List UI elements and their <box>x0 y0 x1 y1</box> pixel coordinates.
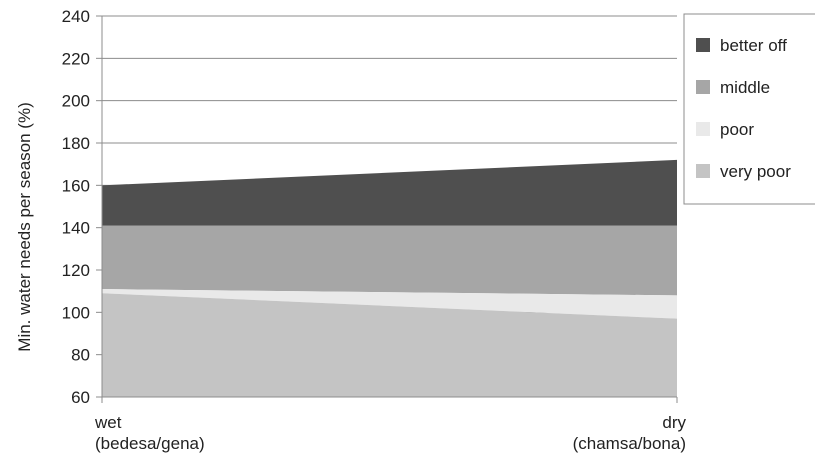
legend-swatch-very-poor <box>696 164 710 178</box>
y-tick-label: 160 <box>62 176 90 195</box>
area-very-poor <box>102 293 677 397</box>
y-tick-label: 120 <box>62 261 90 280</box>
area-better-off <box>102 159 677 226</box>
x-tick-label: wet <box>94 413 122 432</box>
x-tick-label: (chamsa/bona) <box>573 434 686 453</box>
x-tick-label: dry <box>662 413 686 432</box>
area-middle <box>102 225 677 296</box>
legend-label-very-poor: very poor <box>720 162 791 181</box>
legend-label-poor: poor <box>720 120 754 139</box>
y-tick-label: 240 <box>62 7 90 26</box>
x-tick-label: (bedesa/gena) <box>95 434 205 453</box>
legend-label-middle: middle <box>720 78 770 97</box>
y-tick-label: 80 <box>71 346 90 365</box>
legend-label-better-off: better off <box>720 36 787 55</box>
plot-area <box>102 159 677 397</box>
y-tick-label: 200 <box>62 92 90 111</box>
y-axis-title: Min. water needs per season (%) <box>15 102 34 351</box>
y-tick-label: 60 <box>71 388 90 407</box>
legend-swatch-poor <box>696 122 710 136</box>
y-tick-label: 180 <box>62 134 90 153</box>
axes: 60 80 100 120 140 160 180 200 220 240 wet (bedesa/g… <box>62 7 687 453</box>
legend-swatch-middle <box>696 80 710 94</box>
y-tick-label: 100 <box>62 303 90 322</box>
y-tick-label: 220 <box>62 49 90 68</box>
area-poor <box>102 289 677 319</box>
legend-swatch-better-off <box>696 38 710 52</box>
legend: better off middle poor very poor <box>683 13 815 205</box>
y-tick-label: 140 <box>62 219 90 238</box>
